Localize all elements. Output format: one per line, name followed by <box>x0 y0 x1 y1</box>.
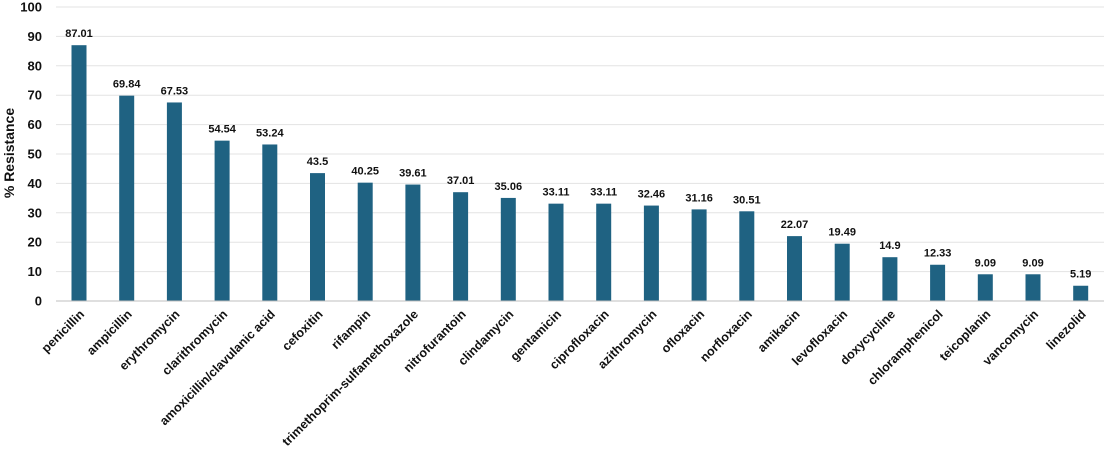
data-label: 22.07 <box>781 219 809 231</box>
data-label: 35.06 <box>495 181 523 193</box>
bar-chloramphenicol <box>930 264 946 301</box>
y-tick-label: 50 <box>28 147 42 162</box>
y-tick-label: 70 <box>28 88 42 103</box>
data-label: 53.24 <box>256 127 284 139</box>
bar-clindamycin <box>500 197 516 301</box>
category-label: amikacin <box>755 307 803 355</box>
data-label: 9.09 <box>1022 257 1043 269</box>
y-tick-label: 80 <box>28 58 42 73</box>
data-label: 67.53 <box>161 85 189 97</box>
y-tick-label: 60 <box>28 117 42 132</box>
data-label: 19.49 <box>828 227 856 239</box>
data-label: 39.61 <box>399 168 427 180</box>
bar-amikacin <box>787 236 802 301</box>
y-axis-ticks: 0 10 20 30 40 50 60 70 80 90 100 <box>20 0 42 309</box>
x-axis-category-labels: penicillinampicillinerythromycinclarithr… <box>39 307 1089 449</box>
y-tick-label: 10 <box>28 264 42 279</box>
bar-linezolid <box>1073 285 1089 301</box>
category-label: linezolid <box>1044 307 1089 352</box>
data-label: 54.54 <box>208 124 236 136</box>
data-label: 31.16 <box>685 192 713 204</box>
bar-ofloxacin <box>691 209 707 301</box>
bar-amoxicillin-clavulanic-acid <box>262 144 278 301</box>
category-label: ampicillin <box>84 307 135 358</box>
data-label: 12.33 <box>924 248 952 260</box>
data-label: 9.09 <box>975 257 996 269</box>
y-tick-label: 40 <box>28 176 42 191</box>
bar-ampicillin <box>119 95 135 301</box>
y-tick-label: 90 <box>28 29 42 44</box>
bar-penicillin <box>71 45 87 302</box>
data-labels: 87.01 69.84 67.53 54.54 53.24 43.5 40.25 39.61 3… <box>65 28 1091 281</box>
bar-cefoxitin <box>310 173 325 301</box>
bar-ciprofloxacin <box>596 203 612 301</box>
bar-azithromycin <box>643 205 659 301</box>
data-label: 32.46 <box>638 189 666 201</box>
category-label: norfloxacin <box>697 307 755 365</box>
bar-clarithromycin <box>214 140 230 301</box>
y-tick-label: 0 <box>35 294 42 309</box>
data-label: 87.01 <box>65 28 93 40</box>
bar-gentamicin <box>548 203 564 301</box>
gridlines <box>56 6 1104 273</box>
bar-norfloxacin <box>739 211 755 301</box>
y-tick-label: 20 <box>28 235 42 250</box>
bar-levofloxacin <box>834 243 850 301</box>
data-label: 33.11 <box>590 187 617 199</box>
data-label: 37.01 <box>447 175 475 187</box>
bar-trimethoprim-sulfamethoxazole <box>405 184 421 301</box>
data-label: 33.11 <box>543 187 570 199</box>
data-label: 43.5 <box>307 156 328 168</box>
category-label: penicillin <box>39 307 87 355</box>
bar-doxycycline <box>882 257 898 301</box>
data-label: 14.9 <box>879 240 900 252</box>
y-tick-label: 100 <box>20 0 42 15</box>
bars <box>71 45 1089 302</box>
bar-erythromycin <box>166 102 182 302</box>
y-axis-label: % Resistance <box>1 108 17 198</box>
y-tick-label: 30 <box>28 205 42 220</box>
data-label: 69.84 <box>113 79 141 91</box>
category-label: rifampin <box>329 307 374 352</box>
data-label: 30.51 <box>733 194 761 206</box>
bar-teicoplanin <box>977 274 993 301</box>
category-label: ofloxacin <box>659 307 708 356</box>
data-label: 5.19 <box>1070 269 1091 281</box>
data-label: 40.25 <box>351 166 379 178</box>
bar-rifampin <box>357 182 373 301</box>
bar-nitrofurantoin <box>453 192 469 301</box>
category-label: cefoxitin <box>279 307 325 353</box>
bar-vancomycin <box>1025 274 1041 301</box>
